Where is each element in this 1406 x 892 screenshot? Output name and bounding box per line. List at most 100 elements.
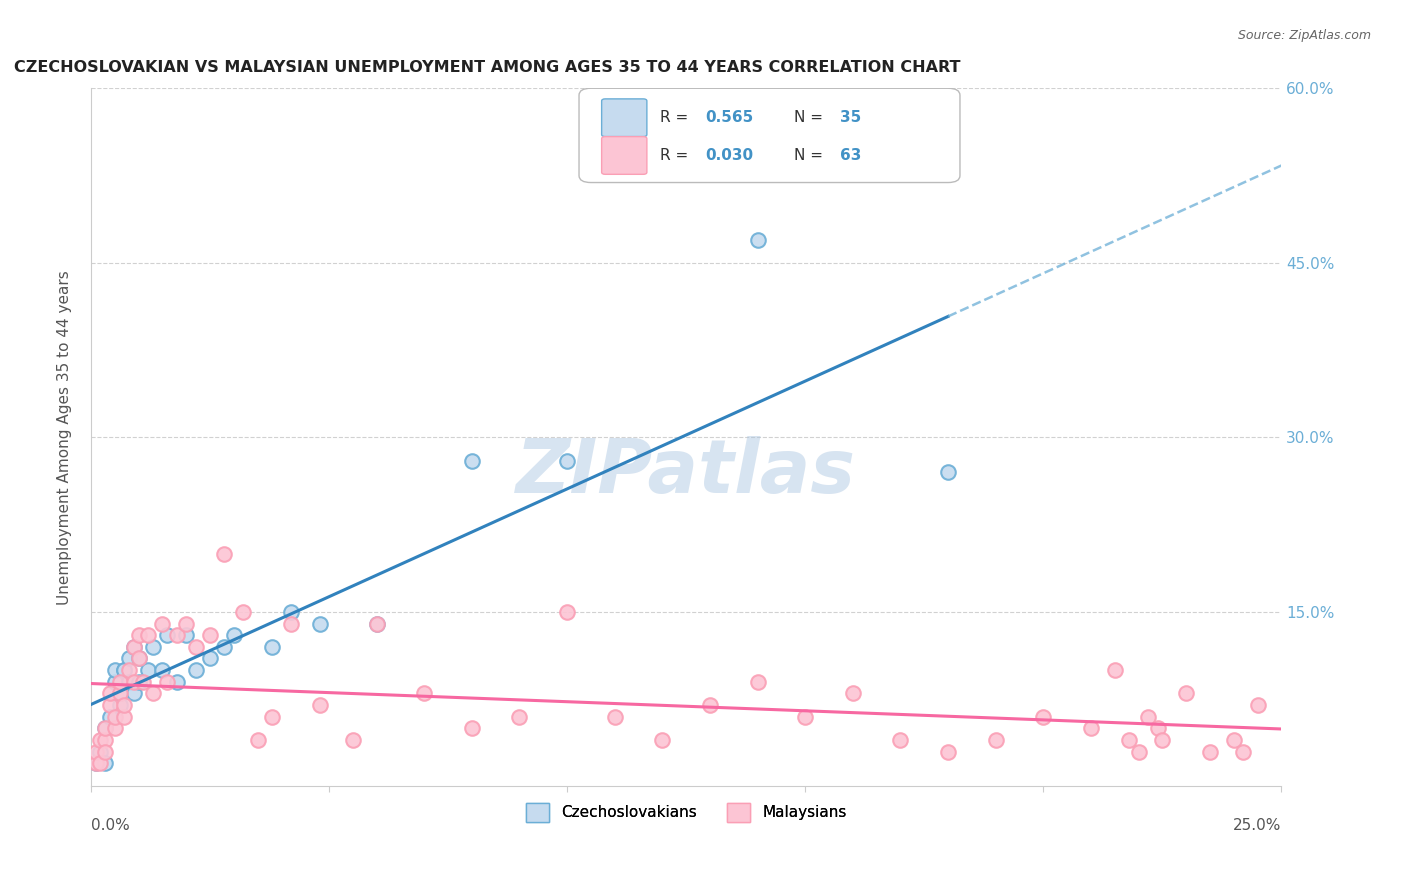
- Point: [794, 709, 817, 723]
- Point: [555, 453, 578, 467]
- Point: [118, 651, 141, 665]
- Point: [1118, 733, 1140, 747]
- Point: [174, 628, 197, 642]
- Point: [651, 733, 673, 747]
- Point: [94, 745, 117, 759]
- Point: [136, 628, 159, 642]
- Point: [150, 616, 173, 631]
- Point: [122, 674, 145, 689]
- Point: [122, 686, 145, 700]
- Point: [308, 616, 330, 631]
- Point: [156, 628, 179, 642]
- Point: [150, 663, 173, 677]
- Point: [184, 640, 207, 654]
- Point: [174, 616, 197, 631]
- FancyBboxPatch shape: [602, 99, 647, 136]
- Point: [108, 686, 131, 700]
- Point: [112, 663, 135, 677]
- Point: [1080, 721, 1102, 735]
- Point: [936, 745, 959, 759]
- Point: [89, 745, 111, 759]
- Point: [984, 733, 1007, 747]
- Point: [142, 640, 165, 654]
- Point: [98, 686, 121, 700]
- Point: [342, 733, 364, 747]
- Point: [112, 709, 135, 723]
- Point: [889, 733, 911, 747]
- Point: [108, 686, 131, 700]
- Y-axis label: Unemployment Among Ages 35 to 44 years: Unemployment Among Ages 35 to 44 years: [58, 270, 72, 605]
- Point: [128, 628, 150, 642]
- Point: [366, 616, 388, 631]
- Point: [98, 709, 121, 723]
- Point: [1223, 733, 1246, 747]
- Point: [260, 709, 283, 723]
- Point: [89, 756, 111, 771]
- Point: [280, 616, 302, 631]
- Point: [413, 686, 436, 700]
- Text: 25.0%: 25.0%: [1233, 818, 1281, 833]
- Point: [1232, 745, 1254, 759]
- Point: [132, 674, 155, 689]
- Point: [1104, 663, 1126, 677]
- Point: [94, 733, 117, 747]
- Point: [603, 709, 626, 723]
- Text: R =: R =: [659, 111, 693, 125]
- Point: [94, 721, 117, 735]
- Point: [128, 674, 150, 689]
- Point: [156, 674, 179, 689]
- Point: [112, 663, 135, 677]
- Point: [936, 465, 959, 479]
- Text: ZIPatlas: ZIPatlas: [516, 436, 856, 508]
- Text: 0.565: 0.565: [706, 111, 754, 125]
- Text: Source: ZipAtlas.com: Source: ZipAtlas.com: [1237, 29, 1371, 43]
- Point: [112, 698, 135, 712]
- Point: [461, 721, 484, 735]
- Point: [747, 233, 769, 247]
- Point: [108, 698, 131, 712]
- Point: [89, 733, 111, 747]
- Point: [198, 628, 221, 642]
- Text: N =: N =: [794, 111, 828, 125]
- Point: [1032, 709, 1054, 723]
- Text: 35: 35: [839, 111, 860, 125]
- Point: [122, 640, 145, 654]
- Point: [555, 605, 578, 619]
- Point: [84, 756, 107, 771]
- Point: [128, 651, 150, 665]
- Point: [842, 686, 865, 700]
- Point: [104, 721, 127, 735]
- Point: [104, 663, 127, 677]
- Point: [1152, 733, 1174, 747]
- Legend: Czechoslovakians, Malaysians: Czechoslovakians, Malaysians: [520, 797, 853, 828]
- Point: [128, 651, 150, 665]
- Point: [136, 663, 159, 677]
- Point: [198, 651, 221, 665]
- Point: [366, 616, 388, 631]
- Point: [308, 698, 330, 712]
- Point: [118, 674, 141, 689]
- Point: [461, 453, 484, 467]
- Point: [280, 605, 302, 619]
- Point: [84, 756, 107, 771]
- Point: [1146, 721, 1168, 735]
- Point: [1246, 698, 1268, 712]
- Point: [142, 686, 165, 700]
- Point: [166, 674, 188, 689]
- Point: [260, 640, 283, 654]
- Text: R =: R =: [659, 148, 693, 163]
- Point: [1128, 745, 1150, 759]
- Point: [508, 709, 530, 723]
- Point: [214, 640, 236, 654]
- Point: [1199, 745, 1222, 759]
- Text: N =: N =: [794, 148, 828, 163]
- Point: [699, 698, 721, 712]
- Text: CZECHOSLOVAKIAN VS MALAYSIAN UNEMPLOYMENT AMONG AGES 35 TO 44 YEARS CORRELATION : CZECHOSLOVAKIAN VS MALAYSIAN UNEMPLOYMEN…: [14, 60, 960, 75]
- Point: [1175, 686, 1198, 700]
- Point: [166, 628, 188, 642]
- Point: [104, 709, 127, 723]
- FancyBboxPatch shape: [602, 136, 647, 174]
- Point: [246, 733, 269, 747]
- Point: [1137, 709, 1160, 723]
- Point: [232, 605, 254, 619]
